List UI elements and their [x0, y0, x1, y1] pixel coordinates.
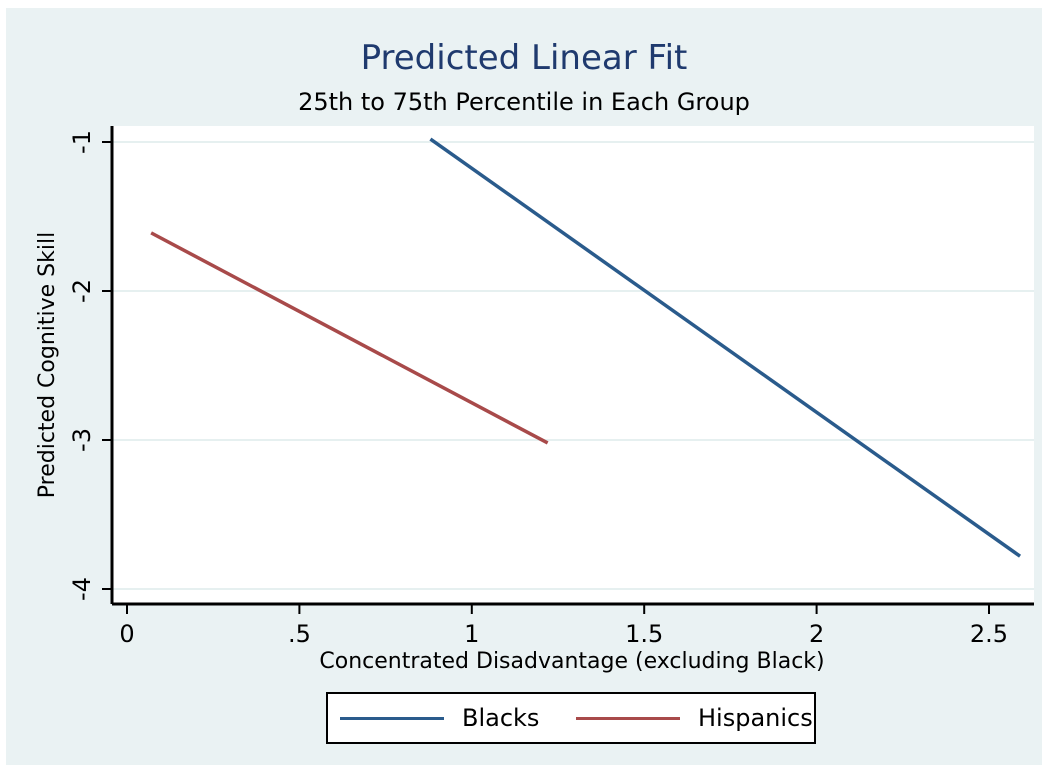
plot-region [112, 126, 1034, 604]
legend-label-blacks: Blacks [462, 704, 540, 732]
y-tick-label: -2 [68, 279, 96, 303]
x-tick-label: .5 [288, 620, 311, 648]
ticks: -1 -2 -3 -4 0 .5 1 1.5 2 2.5 [68, 130, 1008, 648]
y-tick-label: -4 [68, 577, 96, 601]
x-tick-label: 1 [464, 620, 479, 648]
axes [110, 126, 1034, 606]
legend: Blacks Hispanics [326, 692, 816, 744]
legend-item-hispanics: Hispanics [576, 694, 813, 742]
x-tick-label: 2.5 [970, 620, 1008, 648]
y-tick-label: -1 [68, 130, 96, 154]
x-tick-label: 1.5 [625, 620, 663, 648]
series-line-blacks [429, 137, 1022, 558]
chart-subtitle: 25th to 75th Percentile in Each Group [298, 88, 750, 116]
x-tick-label: 2 [809, 620, 824, 648]
x-tick-label: 0 [119, 620, 134, 648]
legend-swatch-blacks [340, 716, 444, 720]
legend-swatch-hispanics [576, 716, 680, 720]
y-tick-label: -3 [68, 428, 96, 452]
y-axis-title: Predicted Cognitive Skill [35, 232, 60, 498]
series-line-hispanics [150, 231, 549, 445]
chart-title: Predicted Linear Fit [360, 38, 688, 78]
legend-label-hispanics: Hispanics [698, 704, 813, 732]
gridlines [112, 141, 1034, 590]
legend-item-blacks: Blacks [340, 694, 539, 742]
series-lines [150, 137, 1022, 558]
x-axis-title: Concentrated Disadvantage (excluding Bla… [319, 649, 824, 674]
